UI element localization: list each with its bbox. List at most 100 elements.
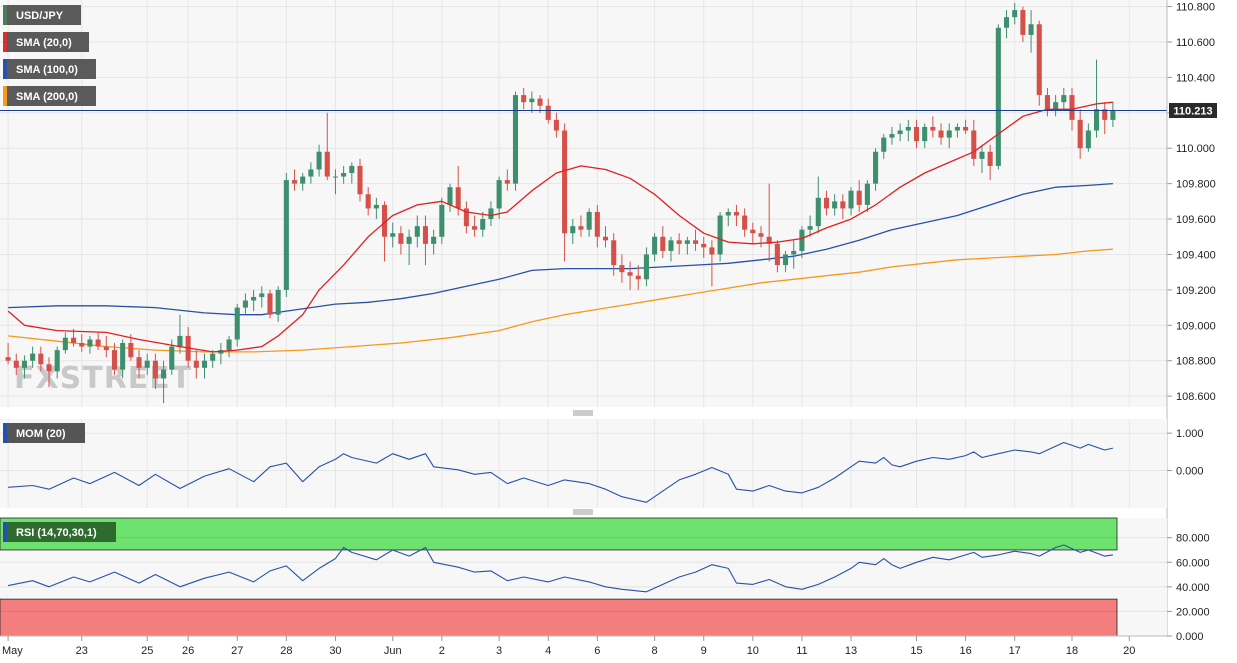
candle-body: [954, 126, 960, 131]
candle: [54, 346, 60, 379]
candle: [1085, 123, 1091, 152]
x-tick-label: 25: [141, 645, 153, 657]
candle-body: [660, 236, 666, 251]
candle: [349, 162, 355, 184]
candle-body: [774, 243, 780, 266]
candle: [226, 335, 232, 358]
candle-body: [1044, 95, 1050, 110]
sma-200-path: [8, 248, 1113, 353]
y-tick-label: 109.000: [1176, 320, 1216, 332]
candle-body: [1020, 10, 1026, 35]
candle-body: [619, 265, 625, 273]
candle: [1094, 59, 1100, 138]
candle: [414, 215, 420, 248]
candle: [840, 194, 846, 220]
candle: [332, 169, 338, 195]
y-tick-label: 109.600: [1176, 214, 1216, 226]
candle-body: [504, 180, 510, 184]
candle-body: [848, 190, 854, 209]
candle-body: [30, 353, 36, 361]
candle: [1036, 20, 1042, 106]
candle: [1061, 88, 1067, 110]
candle-body: [652, 236, 658, 255]
price-pane[interactable]: FXSTREET 110.800110.600110.400110.200110…: [0, 0, 1217, 636]
candle: [365, 187, 371, 216]
candle: [30, 346, 36, 368]
pane-resize-handle-momentum[interactable]: [573, 410, 593, 416]
momentum-y-axis: 1.000 0.000: [1167, 428, 1204, 478]
candle-body: [291, 180, 298, 184]
candle-body: [161, 369, 167, 379]
candle: [562, 123, 568, 262]
candle: [1028, 10, 1034, 53]
candle-body: [316, 151, 322, 170]
pane-resize-handle-rsi[interactable]: [573, 509, 593, 515]
legend-item-label: SMA (20,0): [16, 37, 72, 49]
candle-body: [946, 130, 952, 138]
candle: [668, 236, 674, 262]
candle-body: [815, 197, 821, 227]
legend-item-swatch: [3, 5, 7, 25]
candle-body: [373, 204, 379, 209]
candle: [308, 162, 314, 184]
candle-body: [152, 360, 158, 379]
candle: [87, 335, 93, 354]
candle-body: [594, 211, 600, 237]
candle: [832, 194, 838, 216]
legend-item-bg: [3, 5, 81, 25]
candle: [242, 293, 248, 315]
candle: [709, 240, 715, 287]
candle: [357, 158, 363, 202]
rsi-path: [7, 544, 1113, 593]
candle: [398, 226, 404, 255]
candle-body: [676, 240, 682, 244]
momentum-pane[interactable]: 1.000 0.000 MOM (20): [0, 419, 1204, 508]
candle: [210, 350, 216, 368]
y-tick-label: 110.800: [1176, 2, 1215, 14]
legend-item-label: SMA (100,0): [16, 64, 78, 76]
candle: [643, 247, 649, 287]
candle: [38, 346, 44, 372]
momentum-legend: MOM (20): [3, 423, 85, 443]
candle: [267, 289, 273, 319]
rsi-pane[interactable]: 80.000 60.000 40.000 20.000 0.000 RSI (14,70…: [0, 517, 1210, 643]
candle: [1053, 95, 1059, 117]
candle: [316, 144, 322, 177]
candle-body: [300, 176, 306, 184]
y-tick-label: 80.000: [1176, 533, 1210, 545]
candle-body: [390, 233, 396, 237]
x-tick-label: 11: [796, 645, 807, 657]
candle: [766, 183, 772, 262]
candle: [1077, 109, 1083, 159]
candle-body: [971, 130, 977, 159]
x-tick-label: 8: [652, 645, 658, 657]
x-tick-label: 23: [76, 645, 88, 657]
candle-body: [341, 173, 347, 177]
candle: [275, 286, 281, 322]
candle-body: [38, 353, 44, 365]
legend-item: USD/JPY: [3, 5, 81, 25]
candle-body: [226, 339, 232, 351]
watermark-text: FXSTREET: [14, 361, 192, 396]
candle-body: [1069, 95, 1075, 120]
candle: [62, 332, 68, 354]
candle: [652, 233, 658, 262]
y-tick-label: 110.600: [1176, 37, 1215, 49]
candle-body: [455, 187, 461, 209]
legend-item-swatch: [3, 32, 7, 52]
x-tick-label: 15: [910, 645, 922, 657]
candle-body: [938, 130, 944, 138]
candle-body: [750, 229, 756, 234]
y-tick-label: 1.000: [1176, 428, 1204, 440]
candle: [537, 95, 543, 113]
candle-body: [144, 360, 150, 368]
candle-body: [521, 95, 527, 103]
candle-body: [267, 293, 273, 315]
candle-body: [979, 151, 985, 159]
rsi-label: RSI (14,70,30,1): [16, 527, 97, 539]
y-tick-label: 110.000: [1176, 143, 1215, 155]
candle: [742, 208, 748, 237]
candle-body: [488, 208, 494, 220]
candle-body: [1110, 111, 1116, 120]
